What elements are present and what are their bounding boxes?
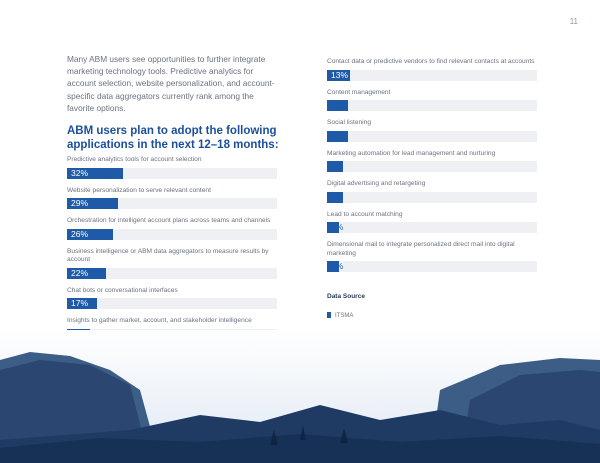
bar-track: 12% (327, 130, 537, 142)
chart-item: Social listening 12% (327, 119, 537, 142)
value-label: 9% (331, 191, 344, 202)
bar-track: 22% (67, 267, 277, 279)
category-label: Dimensional mail to integrate personaliz… (327, 241, 515, 257)
bar (67, 228, 113, 240)
source-heading: Data Source (327, 293, 365, 300)
category-label: Insights to gather market, account, and … (67, 317, 252, 324)
bar (327, 222, 340, 233)
value-label: 32% (71, 167, 89, 178)
bar-track: 7% (327, 222, 537, 233)
left-column: Predictive analytics tools for account s… (67, 156, 277, 348)
bar-track: 32% (67, 167, 277, 179)
bar-track: 26% (67, 228, 277, 240)
bar-track: 17% (67, 298, 277, 309)
chart-item: Business intelligence or ABM data aggreg… (67, 248, 277, 279)
chart-item: Website personalization to serve relevan… (67, 186, 277, 209)
bar (327, 161, 343, 172)
source: ITSMA (327, 312, 353, 319)
right-column: Contact data or predictive vendors to fi… (327, 58, 537, 280)
bar (67, 198, 118, 209)
category-label: Lead to account matching (327, 210, 403, 218)
category-label: Predictive analytics tools for account s… (67, 156, 202, 163)
bar-track: 29% (67, 198, 277, 209)
bar (67, 267, 106, 279)
value-label: 7% (331, 222, 344, 232)
bar-track: 7% (327, 261, 537, 272)
chart-item: Dimensional mail to integrate personaliz… (327, 241, 537, 272)
category-label: Contact data or predictive vendors to fi… (327, 58, 535, 65)
chart-item: Predictive analytics tools for account s… (67, 156, 277, 179)
chart-item: Digital advertising and retargeting 9% (327, 180, 537, 203)
value-label: 26% (71, 228, 89, 239)
value-label: 22% (71, 267, 89, 278)
bar (67, 298, 97, 309)
bar (327, 261, 340, 272)
value-label: 9% (331, 161, 344, 171)
category-label: Content management (327, 88, 391, 96)
value-label: 12% (331, 100, 349, 110)
intro-paragraph: Many ABM users see opportunities to furt… (67, 54, 275, 113)
chart-item: Contact data or predictive vendors to fi… (327, 58, 537, 81)
chart-item: Chat bots or conversational interfaces 17… (67, 286, 277, 309)
bar (327, 100, 348, 111)
chart-title: ABM users plan to adopt the following ap… (67, 125, 279, 151)
chart-item: Orchestration for intelligent account pl… (67, 217, 277, 240)
category-label: Orchestration for intelligent account pl… (67, 217, 271, 224)
category-label: Business intelligence or ABM data aggreg… (67, 247, 269, 264)
category-label: Social listening (327, 119, 371, 126)
value-label: 7% (331, 261, 344, 271)
value-label: 29% (71, 198, 89, 208)
category-label: Website personalization to serve relevan… (67, 186, 211, 194)
value-label: 13% (331, 69, 349, 80)
mountain-illustration (0, 330, 600, 463)
chart-item: Content management 12% (327, 88, 537, 111)
bar-track: 9% (327, 191, 537, 203)
category-label: Chat bots or conversational interfaces (67, 286, 178, 294)
bar (327, 130, 348, 142)
value-label: 12% (331, 130, 349, 141)
chart-item: Marketing automation for lead management… (327, 149, 537, 172)
category-label: Marketing automation for lead management… (327, 149, 496, 157)
bar-track: 12% (327, 100, 537, 111)
bar-track: 9% (327, 161, 537, 172)
bar (327, 191, 343, 203)
bar (67, 167, 123, 179)
value-label: 17% (71, 298, 89, 308)
bar (327, 69, 350, 81)
chart-item: Lead to account matching 7% (327, 210, 537, 233)
category-label: Digital advertising and retargeting (327, 180, 426, 187)
bar-track: 13% (327, 69, 537, 81)
page-number: 11 (569, 17, 578, 26)
